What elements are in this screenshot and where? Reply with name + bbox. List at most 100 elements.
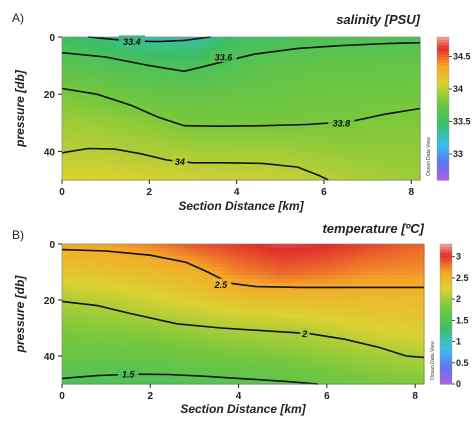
heatmap-cell <box>270 56 277 62</box>
heatmap-cell <box>250 140 257 145</box>
heatmap-cell <box>400 132 406 137</box>
heatmap-cell <box>141 148 148 153</box>
heatmap-cell <box>388 279 395 284</box>
heatmap-cell <box>62 128 68 133</box>
heatmap-cell <box>373 275 380 280</box>
heatmap-cell <box>151 68 158 74</box>
heatmap-cell <box>101 88 108 94</box>
heatmap-cell <box>345 56 351 62</box>
heatmap-cell <box>91 72 98 78</box>
heatmap-cell <box>268 267 274 272</box>
heatmap-cell <box>131 68 138 74</box>
heatmap-cell <box>313 259 320 265</box>
heatmap-cell <box>305 104 312 110</box>
heatmap-cell <box>403 267 410 272</box>
heatmap-cell <box>152 267 159 272</box>
heatmap-cell <box>410 160 416 165</box>
heatmap-cell <box>181 116 187 122</box>
heatmap-cell <box>320 56 327 62</box>
heatmap-cell <box>355 168 361 173</box>
heatmap-cell <box>263 290 269 296</box>
heatmap-cell <box>300 128 307 133</box>
heatmap-cell <box>290 64 297 70</box>
heatmap-cell <box>81 104 88 110</box>
heatmap-cell <box>196 104 202 110</box>
heatmap-cell <box>400 84 406 90</box>
heatmap-cell <box>67 317 73 323</box>
heatmap-cell <box>258 286 264 292</box>
heatmap-cell <box>82 345 88 350</box>
heatmap-cell <box>363 337 370 342</box>
heatmap-cell <box>318 302 325 307</box>
heatmap-cell <box>325 140 332 145</box>
heatmap-cell <box>270 144 277 149</box>
heatmap-cell <box>380 76 386 82</box>
heatmap-cell <box>131 136 138 141</box>
heatmap-cell <box>146 140 153 145</box>
heatmap-cell <box>171 52 177 58</box>
heatmap-cell <box>338 306 345 311</box>
heatmap-cell <box>126 56 133 62</box>
heatmap-cell <box>141 124 148 129</box>
heatmap-cell <box>310 156 317 161</box>
heatmap-cell <box>265 56 272 62</box>
heatmap-cell <box>137 356 144 362</box>
heatmap-cell <box>236 128 242 133</box>
heatmap-cell <box>86 37 93 42</box>
heatmap-cell <box>285 88 292 94</box>
heatmap-cell <box>66 84 73 90</box>
heatmap-cell <box>142 337 149 342</box>
heatmap-cell <box>186 128 192 133</box>
heatmap-cell <box>260 37 267 42</box>
heatmap-cell <box>202 321 209 327</box>
heatmap-cell <box>107 325 113 331</box>
heatmap-cell <box>71 108 78 114</box>
heatmap-cell <box>91 68 98 74</box>
heatmap-cell <box>283 279 289 284</box>
heatmap-cell <box>245 124 252 129</box>
heatmap-cell <box>236 96 242 102</box>
heatmap-cell <box>260 52 267 58</box>
heatmap-cell <box>400 116 406 122</box>
heatmap-cell <box>365 144 371 149</box>
heatmap-cell <box>410 104 416 110</box>
heatmap-cell <box>127 321 133 327</box>
heatmap-cell <box>71 100 78 106</box>
heatmap-cell <box>270 40 277 46</box>
heatmap-cell <box>157 286 164 292</box>
heatmap-cell <box>71 156 78 161</box>
heatmap-cell <box>177 251 184 257</box>
heatmap-cell <box>127 244 133 249</box>
heatmap-cell <box>350 144 356 149</box>
heatmap-cell <box>86 144 93 149</box>
heatmap-cell <box>355 76 361 82</box>
heatmap-cell <box>273 310 279 315</box>
colorbar-segment <box>437 122 449 127</box>
heatmap-cell <box>72 244 78 249</box>
heatmap-cell <box>82 333 88 338</box>
heatmap-cell <box>395 136 401 141</box>
heatmap-cell <box>345 80 351 86</box>
heatmap-cell <box>237 294 244 300</box>
heatmap-cell <box>323 298 330 303</box>
heatmap-cell <box>196 76 202 82</box>
heatmap-cell <box>373 306 380 311</box>
heatmap-cell <box>343 267 350 272</box>
heatmap-cell <box>245 132 252 137</box>
heatmap-cell <box>192 364 199 370</box>
heatmap-cell <box>363 244 370 249</box>
heatmap-cell <box>295 136 302 141</box>
heatmap-cell <box>320 152 327 157</box>
heatmap-cell <box>217 306 224 311</box>
heatmap-cell <box>146 156 153 161</box>
heatmap-cell <box>300 44 307 50</box>
heatmap-cell <box>380 176 386 181</box>
heatmap-cell <box>373 290 380 296</box>
heatmap-cell <box>71 132 78 137</box>
heatmap-cell <box>122 275 128 280</box>
heatmap-cell <box>131 80 138 86</box>
heatmap-cell <box>295 120 302 125</box>
heatmap-cell <box>171 104 177 110</box>
heatmap-cell <box>76 100 83 106</box>
heatmap-cell <box>410 44 416 50</box>
